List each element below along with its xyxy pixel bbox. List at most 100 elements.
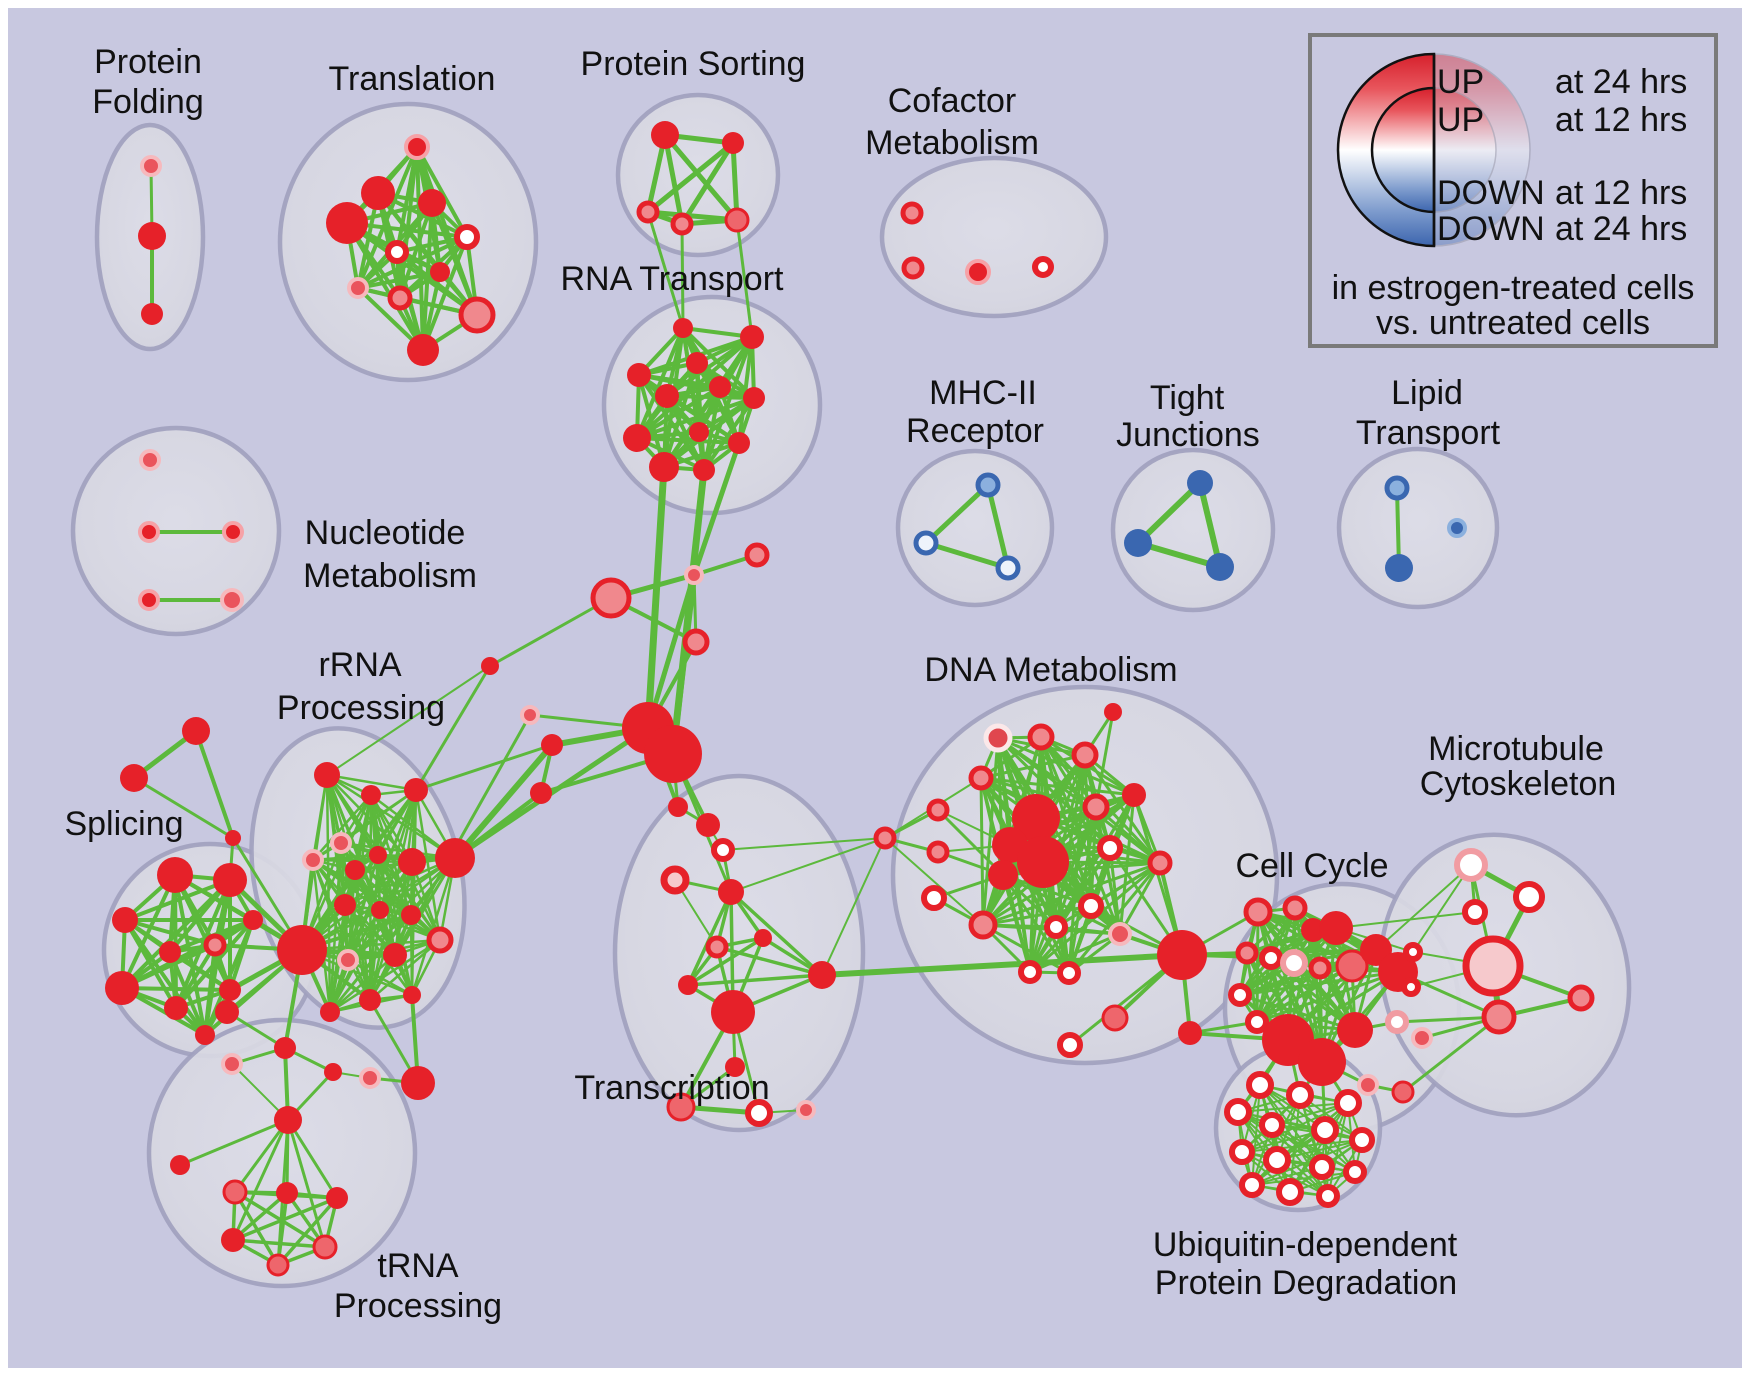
network-edge xyxy=(286,1118,327,1249)
network-node xyxy=(660,865,690,895)
network-edge xyxy=(635,396,756,440)
network-edge xyxy=(414,664,492,792)
network-node xyxy=(1513,881,1545,913)
network-edge xyxy=(194,729,235,840)
network-node xyxy=(1391,1080,1415,1104)
network-node xyxy=(682,628,710,656)
network-node xyxy=(222,1179,248,1205)
network-node xyxy=(221,1053,243,1075)
network-node xyxy=(1384,475,1410,501)
network-edge xyxy=(173,873,178,1010)
network-node xyxy=(1017,836,1069,888)
network-edge xyxy=(410,856,457,997)
cluster-label-ubiquitin-degradation: Ubiquitin-dependent xyxy=(1153,1226,1458,1264)
network-node xyxy=(359,1067,381,1089)
network-node xyxy=(1403,942,1423,962)
network-edge xyxy=(1375,864,1472,951)
cluster-label-microtubule-cytoskeleton: Microtubule xyxy=(1428,730,1604,768)
network-node xyxy=(1259,946,1283,970)
network-node xyxy=(1178,1021,1202,1045)
network-node xyxy=(334,894,356,916)
network-edge xyxy=(691,440,742,578)
cluster-label-cofactor-metabolism: Metabolism xyxy=(865,124,1039,162)
cluster-label-ubiquitin-degradation: Protein Degradation xyxy=(1155,1264,1457,1302)
network-edge xyxy=(722,837,886,851)
network-node xyxy=(1057,1032,1083,1058)
legend-inner-circle-right xyxy=(1433,87,1497,213)
network-node xyxy=(1411,1027,1433,1049)
network-node xyxy=(649,452,679,482)
network-node xyxy=(983,723,1013,753)
network-node xyxy=(666,1092,696,1122)
network-edge xyxy=(328,913,413,1014)
network-edge xyxy=(1197,480,1223,570)
network-node xyxy=(361,176,395,210)
network-edge xyxy=(326,665,491,776)
legend-time-12: at 12 hrs xyxy=(1555,101,1688,139)
network-node xyxy=(655,384,679,408)
network-node xyxy=(724,207,750,233)
network-edge xyxy=(430,201,479,317)
network-node xyxy=(326,202,368,244)
network-node xyxy=(965,259,991,285)
network-node xyxy=(221,1228,245,1252)
network-edge xyxy=(173,873,232,992)
network-edge xyxy=(231,1196,339,1242)
network-edge xyxy=(1094,805,1122,936)
network-node xyxy=(164,996,188,1020)
network-node xyxy=(345,860,365,880)
network-edge xyxy=(1001,873,1071,975)
network-edge xyxy=(1238,993,1357,1032)
network-node xyxy=(302,849,324,871)
network-node xyxy=(1401,977,1421,997)
network-edge xyxy=(311,793,373,862)
network-node xyxy=(1319,911,1353,945)
cluster-label-protein-sorting: Protein Sorting xyxy=(581,45,806,83)
network-node xyxy=(404,778,428,802)
network-node xyxy=(1259,1112,1285,1138)
network-node xyxy=(320,1002,340,1022)
network-node xyxy=(530,782,552,804)
network-edge xyxy=(1241,1129,1326,1153)
network-edge xyxy=(979,776,1098,809)
network-edge xyxy=(1118,861,1162,936)
network-node xyxy=(1385,1010,1409,1034)
network-node xyxy=(1343,1160,1367,1184)
network-node xyxy=(705,935,729,959)
network-edge xyxy=(686,936,765,987)
network-edge xyxy=(819,952,1185,978)
network-edge xyxy=(178,1118,290,1167)
network-node xyxy=(670,212,694,236)
network-edge xyxy=(735,218,754,339)
network-node xyxy=(728,432,750,454)
network-node xyxy=(1044,915,1068,939)
legend-inner-circle-left xyxy=(1370,86,1436,214)
network-edge xyxy=(985,482,1011,571)
network-edge xyxy=(979,753,1087,780)
network-edge xyxy=(1001,873,1122,936)
cluster-label-protein-folding: Folding xyxy=(92,83,204,121)
network-node xyxy=(140,155,162,177)
network-edge xyxy=(123,878,232,922)
network-edge xyxy=(679,140,736,227)
network-edge xyxy=(681,326,756,400)
network-node xyxy=(926,840,950,864)
cluster-label-dna-metabolism: DNA Metabolism xyxy=(924,651,1177,689)
network-node xyxy=(1311,1116,1339,1144)
network-node xyxy=(314,762,340,788)
network-node xyxy=(371,901,389,919)
network-edge xyxy=(730,837,886,893)
network-node xyxy=(1462,935,1524,997)
network-edge xyxy=(662,396,756,469)
network-node xyxy=(401,1066,435,1100)
network-node xyxy=(1108,922,1132,946)
network-edge xyxy=(979,776,985,927)
network-edge xyxy=(325,773,418,792)
network-node xyxy=(901,256,925,280)
network-node xyxy=(159,941,181,963)
network-node xyxy=(1057,961,1081,985)
cluster-label-tight-junctions: Junctions xyxy=(1116,416,1260,454)
network-edge xyxy=(174,943,217,1010)
network-edge xyxy=(120,873,177,990)
network-node xyxy=(1027,723,1055,751)
